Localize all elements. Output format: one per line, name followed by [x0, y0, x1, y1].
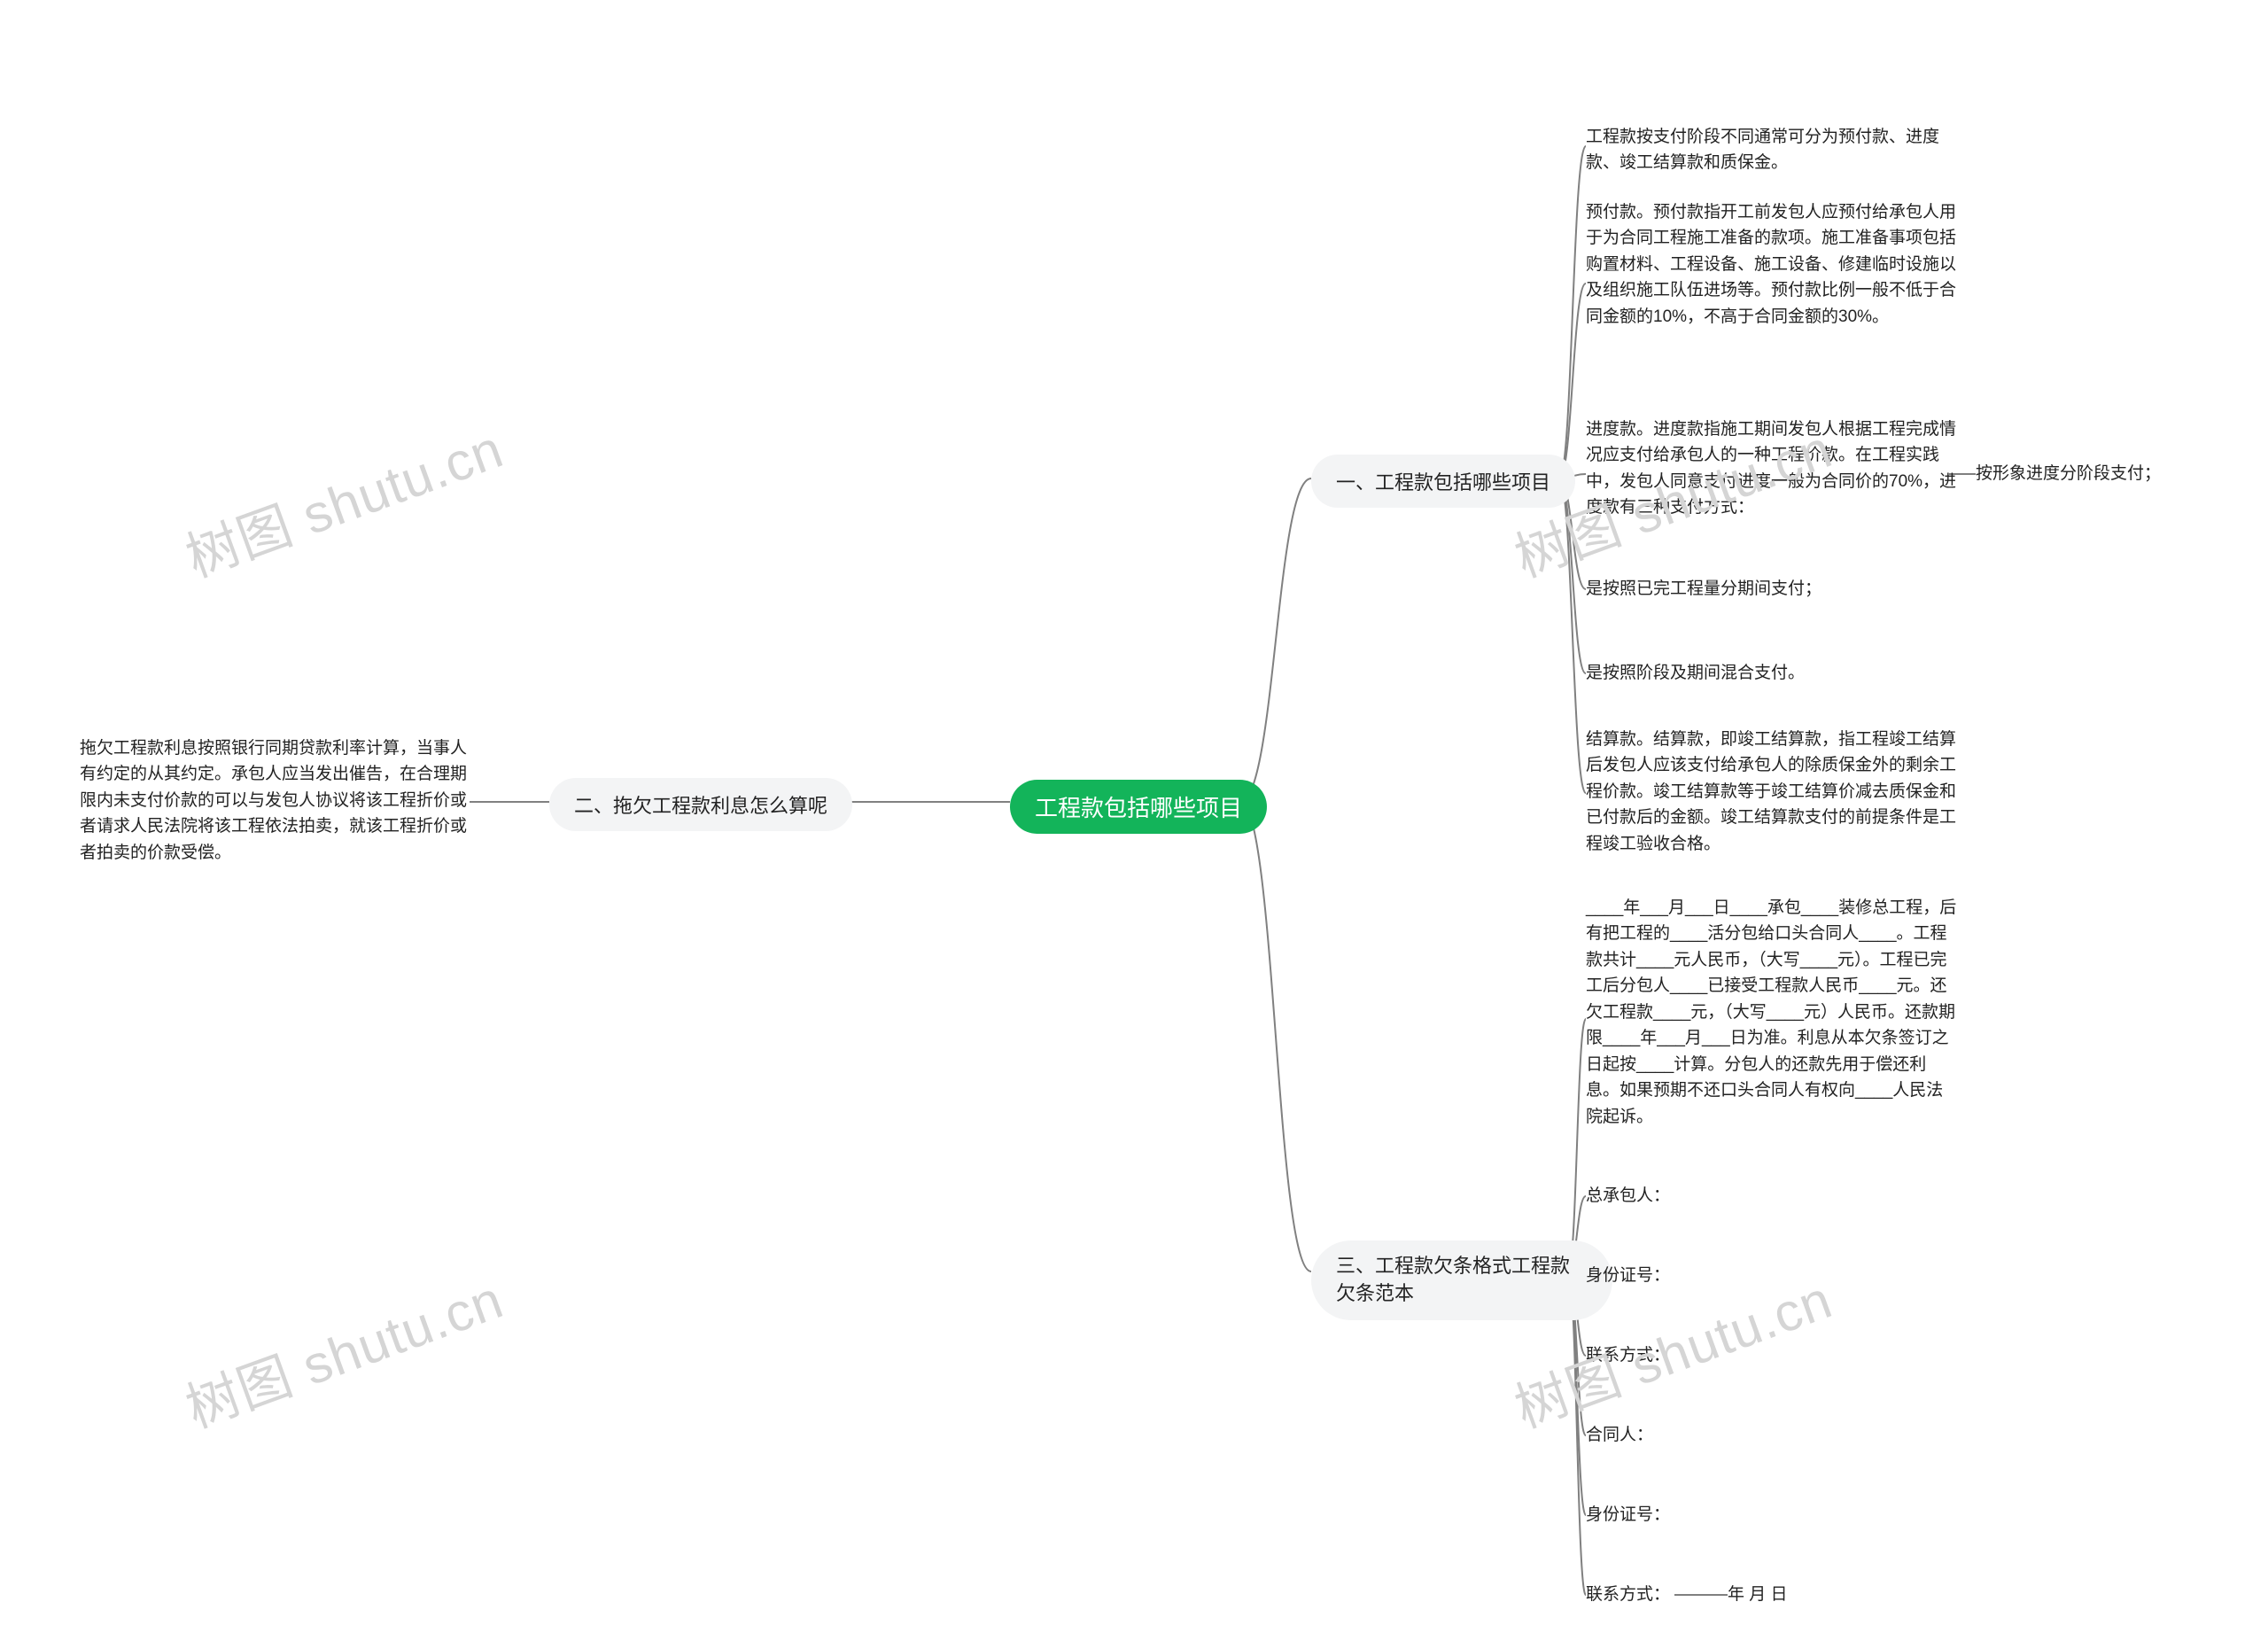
branch-2-leaf-1: 拖欠工程款利息按照银行同期贷款利率计算，当事人有约定的从其约定。承包人应当发出催…	[80, 735, 470, 866]
branch-3-leaf-7: 联系方式：	[1586, 1582, 1670, 1607]
branch-1-leaf-5: 是按照阶段及期间混合支付。	[1586, 660, 1805, 686]
branch-1-leaf-6: 结算款。结算款，即竣工结算款，指工程竣工结算后发包人应该支付给承包人的除质保金外…	[1586, 727, 1958, 857]
watermark-1: 树图 shutu.cn	[174, 407, 512, 593]
branch-3-label: 三、工程款欠条格式工程款欠条范本	[1336, 1253, 1588, 1308]
branch-1: 一、工程款包括哪些项目	[1311, 455, 1575, 508]
branch-3-leaf-1: ____年___月___日____承包____装修总工程，后有把工程的____活…	[1586, 895, 1958, 1130]
branch-3-leaf-4: 联系方式：	[1586, 1342, 1670, 1368]
branch-3-leaf-7a: 年 月 日	[1728, 1582, 1788, 1607]
branch-3-leaf-3: 身份证号：	[1586, 1263, 1670, 1288]
branch-1-label: 一、工程款包括哪些项目	[1336, 467, 1550, 495]
branch-1-leaf-3a: 按形象进度分阶段支付；	[1976, 461, 2161, 486]
branch-3: 三、工程款欠条格式工程款欠条范本	[1311, 1240, 1612, 1320]
branch-1-leaf-1: 工程款按支付阶段不同通常可分为预付款、进度款、竣工结算款和质保金。	[1586, 124, 1958, 176]
root-node: 工程款包括哪些项目	[1010, 780, 1267, 834]
branch-3-leaf-5: 合同人：	[1586, 1422, 1653, 1448]
branch-1-leaf-3: 进度款。进度款指施工期间发包人根据工程完成情况应支付给承包人的一种工程价款。在工…	[1586, 416, 1958, 521]
root-label: 工程款包括哪些项目	[1035, 790, 1242, 823]
branch-2: 二、拖欠工程款利息怎么算呢	[549, 778, 852, 831]
branch-2-label: 二、拖欠工程款利息怎么算呢	[574, 790, 827, 819]
branch-3-leaf-2: 总承包人：	[1586, 1183, 1670, 1209]
branch-3-leaf-6: 身份证号：	[1586, 1502, 1670, 1528]
branch-1-leaf-2: 预付款。预付款指开工前发包人应预付给承包人用于为合同工程施工准备的款项。施工准备…	[1586, 199, 1958, 330]
watermark-2: 树图 shutu.cn	[174, 1257, 512, 1443]
branch-1-leaf-4: 是按照已完工程量分期间支付；	[1586, 576, 1821, 602]
